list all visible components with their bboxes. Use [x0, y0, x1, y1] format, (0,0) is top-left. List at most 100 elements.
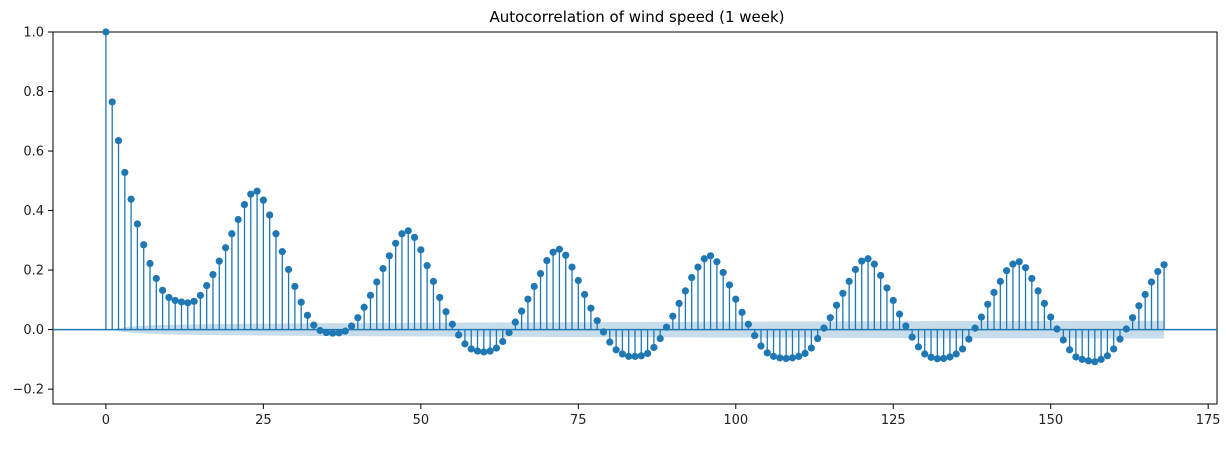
acf-point — [486, 347, 494, 355]
acf-point — [1040, 299, 1049, 308]
acf-point — [1047, 313, 1055, 321]
acf-point — [795, 352, 803, 360]
acf-point — [467, 345, 475, 353]
acf-point — [121, 168, 129, 177]
x-tick-label: 125 — [881, 413, 906, 428]
acf-point — [158, 286, 167, 294]
acf-point — [820, 324, 828, 332]
acf-point — [272, 230, 280, 238]
acf-point — [549, 248, 557, 256]
acf-point — [807, 344, 815, 352]
acf-point — [543, 256, 551, 265]
acf-point — [965, 335, 973, 343]
acf-point — [751, 331, 759, 340]
x-axis: 0 25 50 75 100 125 150 175 — [102, 404, 1221, 428]
acf-point — [284, 265, 293, 274]
acf-point — [536, 270, 545, 278]
acf-point — [694, 263, 702, 271]
acf-point — [329, 329, 337, 337]
acf-point — [612, 346, 620, 354]
acf-point — [392, 239, 400, 247]
acf-point — [127, 195, 135, 203]
acf-point — [725, 281, 734, 289]
acf-point — [436, 293, 444, 302]
acf-point — [196, 291, 204, 299]
acf-point — [643, 349, 652, 358]
acf-point — [360, 303, 368, 311]
acf-point — [524, 295, 532, 303]
acf-point — [354, 314, 362, 322]
acf-point — [102, 28, 110, 36]
acf-point — [303, 311, 312, 319]
acf-point — [1147, 278, 1156, 286]
acf-point — [347, 322, 356, 330]
acf-point — [839, 289, 847, 297]
acf-point — [417, 246, 425, 254]
acf-point — [656, 334, 664, 343]
acf-point — [845, 277, 853, 285]
acf-point — [1135, 302, 1143, 310]
acf-point — [946, 353, 954, 361]
acf-point — [593, 317, 601, 325]
y-tick-label: 0.6 — [23, 145, 44, 160]
acf-point — [568, 263, 576, 271]
acf-point — [152, 274, 160, 283]
acf-point — [574, 276, 582, 285]
plot-area — [52, 28, 1218, 405]
acf-point — [971, 324, 979, 332]
acf-point — [278, 248, 286, 256]
acf-point — [625, 352, 633, 360]
acf-point — [681, 287, 689, 295]
acf-point — [940, 354, 948, 363]
acf-point — [473, 347, 482, 355]
acf-point — [996, 277, 1004, 285]
acf-point — [732, 295, 740, 303]
acf-point — [442, 308, 450, 316]
acf-point — [889, 296, 897, 305]
acf-point — [933, 355, 941, 363]
acf-point — [297, 298, 305, 306]
acf-point — [1078, 355, 1086, 363]
acf-point — [851, 265, 860, 274]
acf-point — [826, 314, 834, 322]
acf-point — [801, 349, 809, 358]
acf-point — [1021, 264, 1030, 272]
acf-point — [221, 244, 230, 252]
acf-point — [530, 282, 538, 291]
acf-point — [228, 230, 236, 238]
acf-point — [108, 98, 116, 106]
acf-point — [662, 323, 671, 331]
acf-point — [782, 354, 790, 363]
acf-point — [864, 255, 872, 263]
acf-point — [713, 258, 721, 266]
acf-point — [738, 308, 746, 316]
acf-point — [385, 252, 393, 260]
acf-point — [177, 298, 186, 306]
acf-point — [1154, 267, 1162, 276]
acf-point — [669, 312, 677, 320]
acf-point — [1116, 335, 1124, 343]
acf-point — [341, 327, 349, 335]
acf-point — [555, 245, 564, 253]
acf-point — [814, 334, 822, 343]
acf-point — [990, 288, 998, 296]
acf-point — [310, 321, 318, 329]
acf-point — [895, 310, 904, 318]
acf-point — [455, 331, 463, 339]
acf-point — [1053, 325, 1061, 333]
acf-point — [1110, 345, 1118, 353]
acf-point — [984, 300, 992, 308]
acf-point — [921, 350, 929, 358]
acf-point — [757, 342, 765, 350]
acf-point — [877, 271, 885, 280]
acf-point — [1160, 261, 1168, 269]
acf-point — [209, 270, 217, 279]
acf-point — [253, 187, 261, 195]
acf-point — [184, 299, 192, 307]
acf-point — [1072, 353, 1080, 361]
acf-point — [499, 337, 507, 346]
x-tick-label: 150 — [1038, 413, 1063, 428]
stem-layer — [105, 32, 1165, 362]
acf-point — [599, 328, 608, 336]
